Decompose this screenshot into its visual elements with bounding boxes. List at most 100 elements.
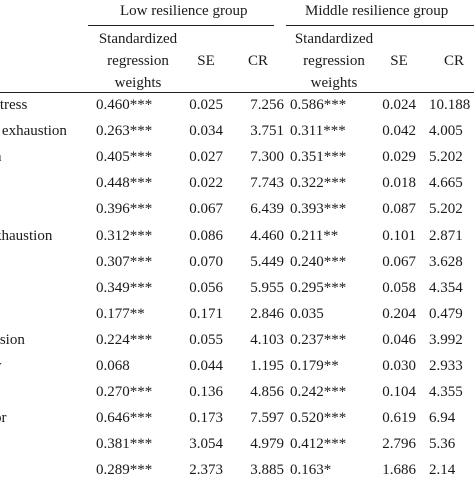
- low-se-cell: 0.025: [189, 97, 223, 113]
- middle-weight-cell: 0.586***: [290, 97, 347, 113]
- weights-header-line-3: weights: [310, 75, 358, 91]
- row-label: l exhaustion: [0, 123, 67, 140]
- low-cr-cell: 4.979: [250, 436, 284, 453]
- low-group-rule: [88, 25, 274, 26]
- low-weight-cell: 0.448***: [96, 175, 153, 192]
- header-bottom-rule: [0, 92, 474, 93]
- table-row: l exhaustion 0.263*** 0.034 3.751 0.311*** 0.…: [0, 120, 474, 146]
- middle-weight-cell: 0.163*: [290, 462, 332, 479]
- low-se-cell: 0.055: [189, 331, 223, 348]
- row-label: stress: [0, 97, 28, 113]
- weights-header-line-2: regression: [303, 53, 365, 69]
- row-label: y: [0, 355, 2, 377]
- table-row: 0.177** 0.171 2.846 0.035 0.204 0.479: [0, 303, 474, 329]
- low-se-cell: 0.034: [189, 123, 223, 140]
- regression-table: Low resilience group Middle resilience g…: [0, 3, 474, 478]
- low-cr-cell: 1.195: [250, 358, 284, 374]
- middle-se-cell: 1.686: [382, 462, 416, 479]
- low-se-cell: 0.171: [189, 305, 223, 322]
- middle-cr-cell: 4.665: [429, 175, 463, 192]
- middle-weight-cell: 0.211**: [290, 227, 339, 244]
- low-se-cell: 2.373: [189, 462, 223, 479]
- middle-weight-cell: 0.179**: [290, 358, 339, 374]
- low-se-cell: 0.067: [189, 201, 223, 218]
- middle-cr-cell: 0.479: [429, 305, 463, 322]
- low-cr-cell: 4.460: [250, 227, 284, 244]
- row-label: or: [0, 410, 7, 427]
- middle-cr-cell: 4.355: [429, 384, 463, 401]
- low-cr-cell: 4.103: [250, 331, 284, 348]
- middle-se-cell: 0.104: [382, 384, 416, 401]
- middle-se-cell: 0.101: [382, 227, 416, 244]
- low-cr-cell: 6.439: [250, 201, 284, 218]
- table-row: 0.448*** 0.022 7.743 0.322*** 0.018 4.665: [0, 172, 474, 198]
- low-weight-cell: 0.270***: [96, 384, 153, 401]
- middle-cr-cell: 2.871: [429, 227, 463, 244]
- low-cr-cell: 7.743: [250, 175, 284, 192]
- middle-weight-cell: 0.322***: [290, 175, 347, 192]
- middle-resilience-group-heading: Middle resilience group: [305, 3, 449, 19]
- middle-se-cell: 0.067: [382, 253, 416, 270]
- low-weight-cell: 0.646***: [96, 410, 153, 427]
- middle-weight-cell: 0.240***: [290, 253, 347, 270]
- weights-header-line-2: regression: [107, 53, 169, 69]
- middle-weight-cell: 0.520***: [290, 410, 347, 427]
- table-row: 0.270*** 0.136 4.856 0.242*** 0.104 4.355: [0, 381, 474, 407]
- low-cr-cell: 5.955: [250, 279, 284, 296]
- row-label: ssion: [0, 331, 25, 348]
- low-cr-cell: 3.751: [250, 123, 284, 140]
- low-weight-cell: 0.349***: [96, 279, 153, 296]
- middle-se-header: SE: [390, 53, 408, 69]
- low-cr-cell: 2.846: [250, 305, 284, 322]
- middle-se-cell: 2.796: [382, 436, 416, 453]
- middle-weight-cell: 0.412***: [290, 436, 347, 453]
- low-cr-cell: 7.300: [250, 149, 284, 166]
- middle-cr-header: CR: [443, 53, 464, 69]
- table-row: 0.381*** 3.054 4.979 0.412*** 2.796 5.36: [0, 433, 474, 459]
- middle-se-cell: 0.018: [382, 175, 416, 192]
- weights-header-line-3: weights: [114, 75, 162, 91]
- low-weight-cell: 0.460***: [96, 97, 153, 113]
- middle-se-cell: 0.030: [382, 358, 416, 374]
- middle-se-cell: 0.046: [382, 331, 416, 348]
- table-row: n 0.405*** 0.027 7.300 0.351*** 0.029 5.202: [0, 146, 474, 172]
- middle-cr-cell: 4.005: [429, 123, 463, 140]
- low-cr-cell: 5.449: [250, 253, 284, 270]
- middle-cr-cell: 3.628: [429, 253, 463, 270]
- table-row: stress 0.460*** 0.025 7.256 0.586*** 0.024 10.…: [0, 94, 474, 120]
- low-se-cell: 0.086: [189, 227, 223, 244]
- low-weights-header: Standardized regression weights: [86, 28, 190, 94]
- table-row: 0.307*** 0.070 5.449 0.240*** 0.067 3.628: [0, 251, 474, 277]
- low-weight-cell: 0.312***: [96, 227, 153, 244]
- middle-weight-cell: 0.311***: [290, 123, 346, 140]
- middle-se-cell: 0.029: [382, 149, 416, 166]
- middle-weights-header: Standardized regression weights: [282, 28, 386, 94]
- low-cr-cell: 4.856: [250, 384, 284, 401]
- low-se-cell: 0.070: [189, 253, 223, 270]
- low-cr-cell: 3.885: [250, 462, 284, 479]
- middle-group-rule: [286, 25, 474, 26]
- low-se-cell: 3.054: [189, 436, 223, 453]
- middle-se-cell: 0.058: [382, 279, 416, 296]
- low-weight-cell: 0.224***: [96, 331, 153, 348]
- low-se-cell: 0.022: [189, 175, 223, 192]
- low-weight-cell: 0.405***: [96, 149, 153, 166]
- middle-cr-cell: 2.14: [429, 462, 456, 479]
- middle-cr-cell: 10.188: [429, 97, 471, 113]
- low-weight-cell: 0.263***: [96, 123, 153, 140]
- middle-cr-cell: 5.202: [429, 201, 463, 218]
- weights-header-line-1: Standardized: [294, 31, 374, 47]
- table-row: 0.349*** 0.056 5.955 0.295*** 0.058 4.354: [0, 277, 474, 303]
- low-resilience-group-heading: Low resilience group: [120, 3, 248, 19]
- low-se-header: SE: [197, 53, 215, 69]
- middle-se-cell: 0.024: [382, 97, 416, 113]
- middle-se-cell: 0.087: [382, 201, 416, 218]
- table-row: 0.289*** 2.373 3.885 0.163* 1.686 2.14: [0, 459, 474, 485]
- weights-header-line-1: Standardized: [98, 31, 178, 47]
- middle-cr-cell: 6.94: [429, 410, 456, 427]
- row-label: khaustion: [0, 227, 53, 244]
- low-weight-cell: 0.068: [96, 358, 130, 374]
- low-weight-cell: 0.381***: [96, 436, 153, 453]
- low-se-cell: 0.136: [189, 384, 223, 401]
- table-row: 0.396*** 0.067 6.439 0.393*** 0.087 5.202: [0, 198, 474, 224]
